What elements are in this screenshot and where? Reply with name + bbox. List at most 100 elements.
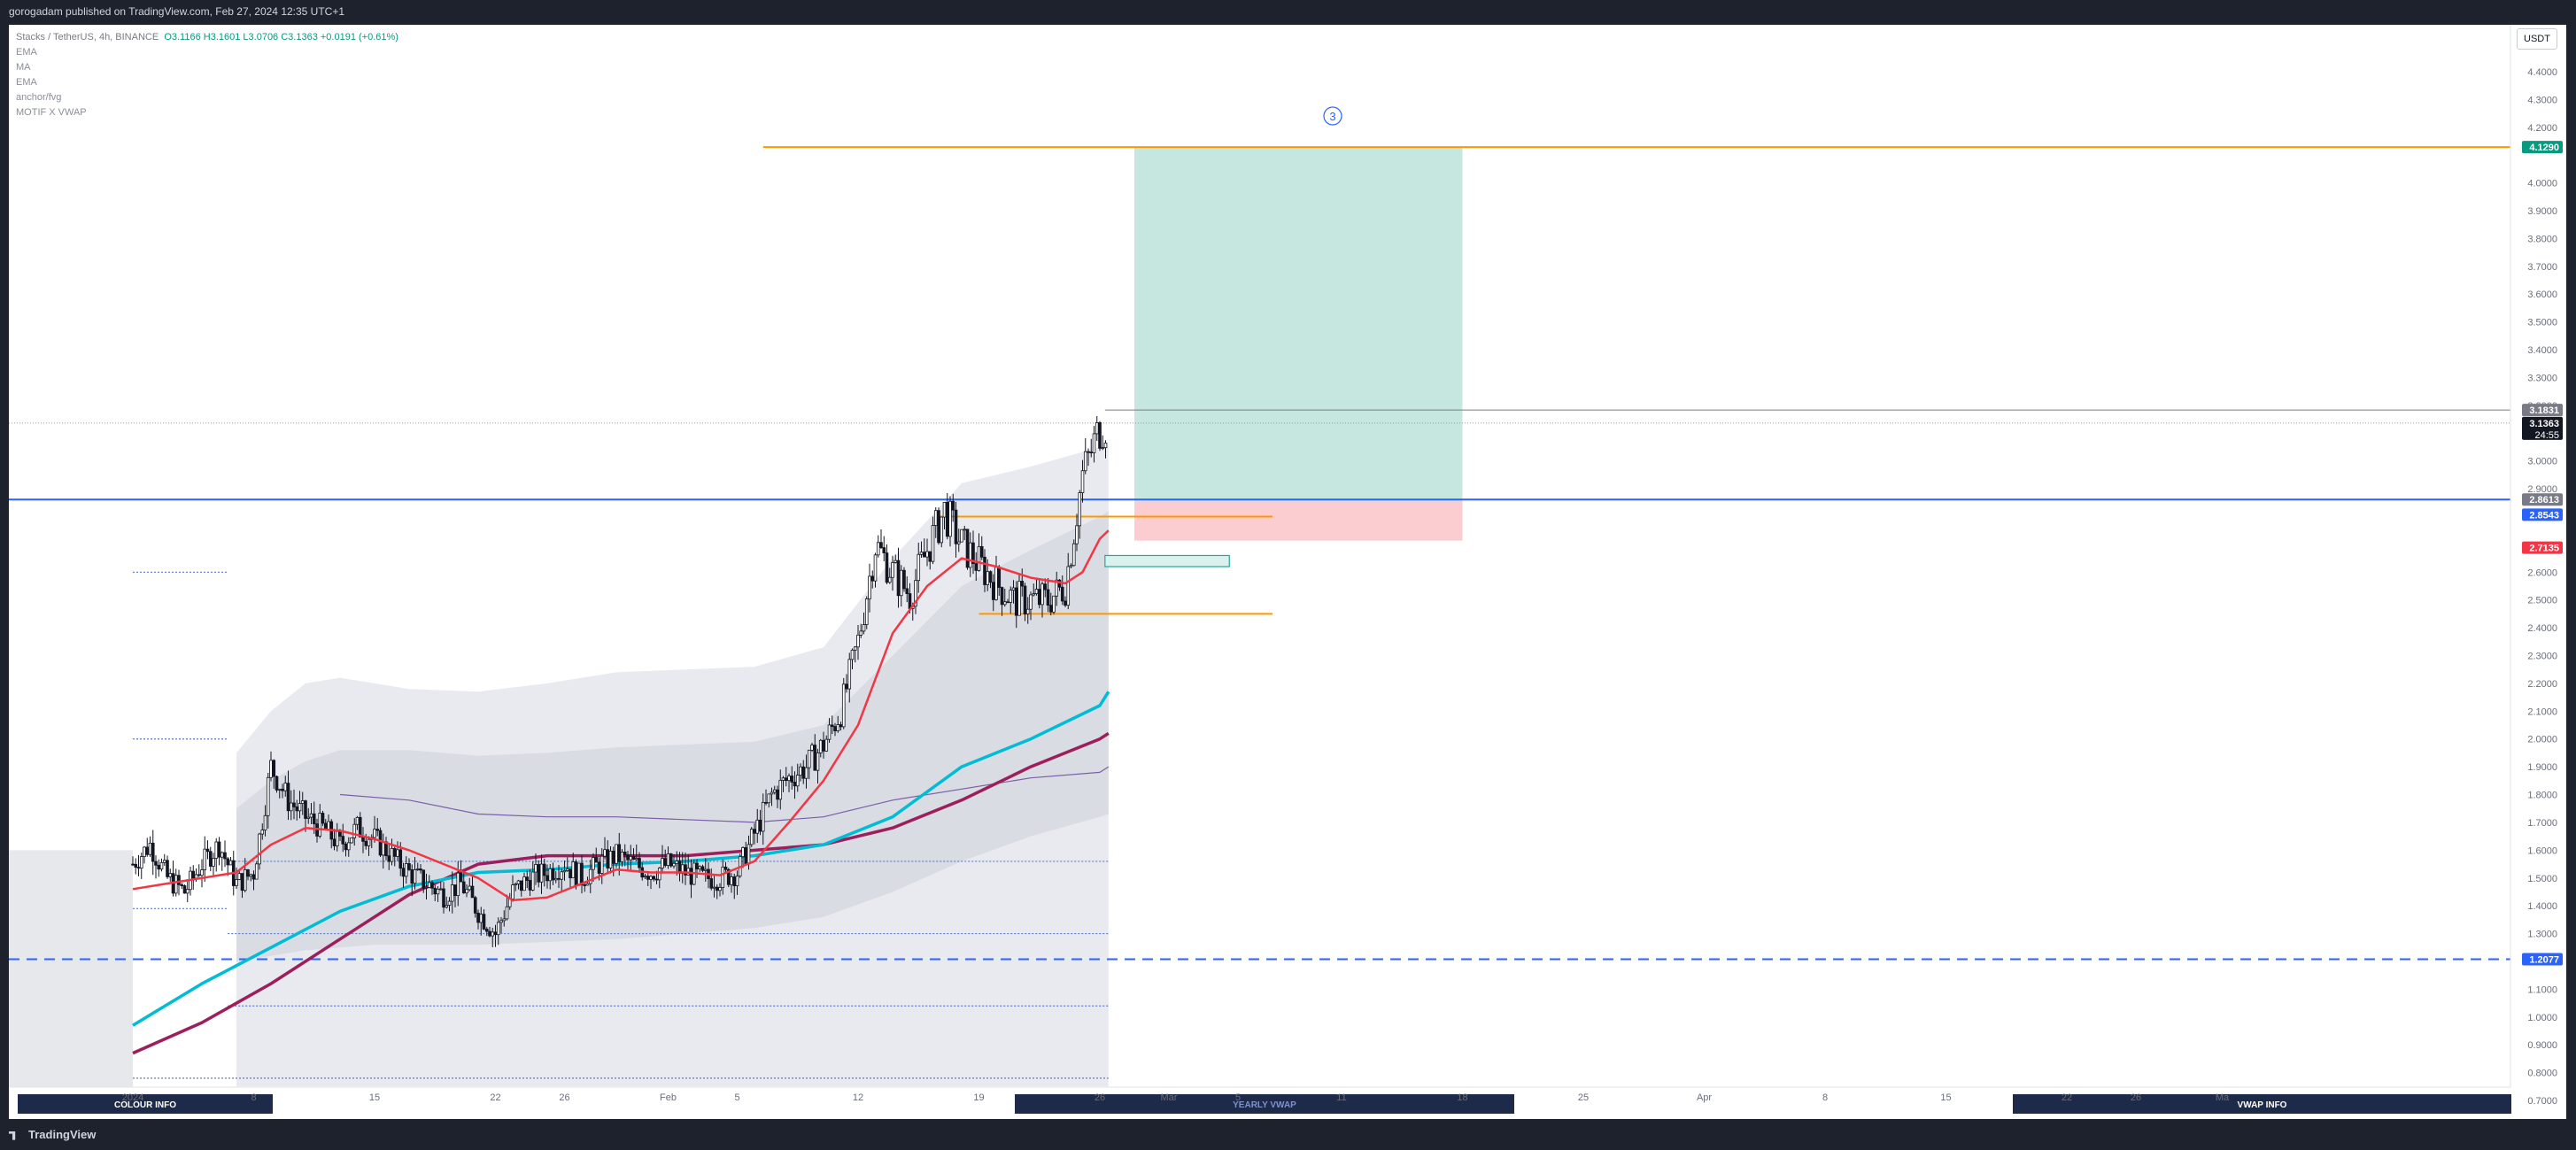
- candle-body: [864, 598, 869, 625]
- candle-body: [965, 529, 970, 568]
- candle-body: [963, 529, 967, 531]
- candle-body: [407, 863, 411, 870]
- x-tick-label: 8: [1822, 1092, 1828, 1103]
- candle-body: [237, 873, 242, 880]
- candle-body: [168, 873, 173, 877]
- candle-body: [576, 862, 581, 886]
- candle-body: [410, 868, 414, 884]
- candle-body: [606, 849, 610, 868]
- vwap-band-inner: [236, 511, 1109, 961]
- currency-button[interactable]: USDT: [2517, 28, 2557, 50]
- candles: [131, 415, 1108, 947]
- candle-body: [505, 906, 509, 920]
- candle-body: [375, 829, 380, 831]
- candle-body: [344, 843, 348, 851]
- indicator-ema-2[interactable]: EMA: [16, 77, 37, 88]
- candle-body: [191, 870, 196, 879]
- candle-body: [1055, 579, 1059, 597]
- candle-body: [226, 858, 230, 866]
- x-tick-label: 8: [251, 1092, 256, 1103]
- candle-body: [537, 864, 541, 883]
- candle-body: [539, 863, 544, 883]
- info-bar-1: [1015, 1094, 1514, 1114]
- indicator-motif-vwap[interactable]: MOTIF X VWAP: [16, 107, 87, 118]
- candle-body: [684, 864, 687, 876]
- candle-body: [712, 886, 716, 889]
- candle-body: [870, 575, 875, 582]
- candle-body: [289, 802, 293, 812]
- indicator-ma[interactable]: MA: [16, 62, 31, 73]
- y-tick-label: 1.7000: [2527, 818, 2557, 829]
- candle-body: [810, 745, 814, 751]
- candle-body: [580, 862, 584, 885]
- candle-body: [364, 840, 368, 846]
- candle-body: [893, 560, 898, 563]
- candle-body: [422, 869, 426, 889]
- candle-body: [876, 542, 880, 556]
- candle-body: [1103, 443, 1108, 449]
- candle-body: [905, 588, 909, 594]
- candle-body: [254, 863, 259, 880]
- candle-body: [862, 624, 866, 632]
- candle-body: [530, 871, 535, 891]
- stop-zone: [1134, 501, 1463, 541]
- candle-body: [281, 788, 284, 791]
- candle-body: [1080, 470, 1085, 493]
- y-tick-label: 2.1000: [2527, 706, 2557, 717]
- published-text: gorogadam published on TradingView.com, …: [9, 5, 345, 18]
- chart-frame[interactable]: 3 4.4000 4.3000 4.2000 4.0000 3.9000 3.8000 3.7…: [9, 25, 2566, 1119]
- candle-body: [836, 724, 840, 731]
- candle-body: [1089, 452, 1094, 454]
- indicator-ema-1[interactable]: EMA: [16, 47, 37, 58]
- candle-body: [525, 876, 530, 881]
- tradingview-logo[interactable]: TradingView: [9, 1128, 96, 1141]
- candle-body: [600, 855, 604, 874]
- candle-body: [1023, 585, 1027, 614]
- candle-body: [304, 800, 307, 819]
- candle-body: [726, 868, 731, 885]
- candle-body: [415, 868, 420, 870]
- candle-body: [249, 874, 253, 877]
- candle-body: [381, 841, 385, 856]
- candle-body: [755, 819, 760, 834]
- candle-body: [672, 862, 676, 867]
- candle-body: [850, 649, 855, 660]
- candle-body: [551, 868, 555, 881]
- candle-body: [205, 848, 210, 853]
- info-bar-2: [2013, 1094, 2511, 1114]
- candle-body: [787, 776, 791, 782]
- y-tick-label: 2.6000: [2527, 567, 2557, 578]
- candle-body: [649, 876, 653, 880]
- candle-body: [1002, 601, 1007, 606]
- y-tick-label: 4.3000: [2527, 95, 2557, 105]
- candle-body: [776, 789, 779, 800]
- indicator-anchor-fvg[interactable]: anchor/fvg: [16, 92, 62, 103]
- candle-body: [484, 929, 489, 932]
- candle-body: [574, 861, 578, 886]
- price-tag-countdown: 24:55: [2534, 430, 2559, 441]
- candle-body: [445, 905, 449, 908]
- target-zone: [1134, 147, 1463, 502]
- logo-text: TradingView: [28, 1128, 97, 1141]
- candle-body: [346, 842, 351, 851]
- candle-body: [781, 777, 785, 781]
- candle-body: [134, 863, 138, 868]
- y-tick-label: 3.9000: [2527, 206, 2557, 217]
- candle-body: [398, 849, 403, 869]
- candle-body: [887, 576, 892, 583]
- candle-body: [839, 724, 843, 728]
- candle-body: [258, 833, 261, 865]
- candle-body: [562, 870, 567, 873]
- candle-body: [223, 852, 227, 860]
- price-chart[interactable]: 3 4.4000 4.3000 4.2000 4.0000 3.9000 3.8000 3.7…: [9, 25, 2566, 1119]
- candle-body: [669, 853, 673, 867]
- candle-body: [951, 500, 955, 511]
- candle-body: [468, 885, 472, 891]
- candle-body: [847, 659, 852, 690]
- candle-body: [162, 860, 166, 863]
- price-tag-label: 2.7135: [2529, 544, 2559, 554]
- candle-body: [807, 749, 811, 768]
- y-tick-label: 1.0000: [2527, 1013, 2557, 1023]
- candle-body: [203, 848, 207, 870]
- candle-body: [243, 869, 247, 891]
